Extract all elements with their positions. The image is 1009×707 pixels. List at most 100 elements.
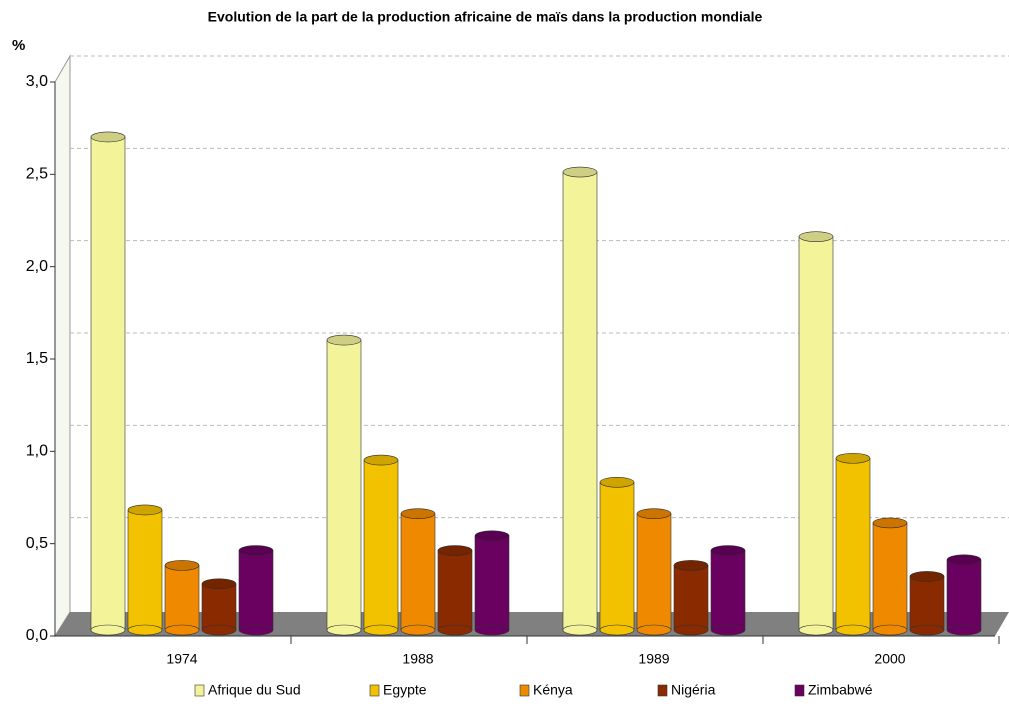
x-tick-label: 1988 — [402, 651, 433, 667]
bar — [437, 545, 473, 636]
y-tick-label: 1,0 — [26, 443, 48, 460]
legend-label: Afrique du Sud — [208, 682, 301, 698]
bar — [400, 508, 436, 636]
bar-base — [872, 624, 908, 636]
bar-body — [326, 339, 362, 631]
bar-base — [127, 624, 163, 636]
bar-top — [562, 166, 598, 178]
bar — [946, 554, 982, 636]
y-tick-label: 2,0 — [26, 258, 48, 275]
bar-body — [673, 565, 709, 631]
bar-top — [127, 504, 163, 516]
bar-body — [710, 550, 746, 631]
legend-swatch — [519, 684, 530, 697]
bar-body — [474, 535, 510, 631]
legend-swatch — [369, 684, 380, 697]
legend-swatch — [657, 684, 668, 697]
bar — [474, 530, 510, 636]
bar-top — [798, 231, 834, 242]
bar-base — [400, 624, 436, 636]
x-tick-label: 1974 — [166, 651, 197, 667]
legend-label: Zimbabwé — [808, 682, 873, 698]
bar-body — [127, 509, 163, 631]
floor — [55, 612, 1009, 636]
x-tick-label: 1989 — [638, 651, 669, 667]
bar-base — [599, 624, 635, 636]
bar — [835, 452, 871, 636]
legend-label: Egypte — [383, 682, 427, 698]
bar-top — [90, 131, 126, 143]
bar — [636, 508, 672, 636]
y-tick-label: 1,5 — [26, 350, 48, 367]
bar-top — [909, 571, 945, 582]
bar — [90, 131, 126, 636]
bar — [909, 571, 945, 636]
bar-top — [201, 578, 237, 590]
bar-top — [474, 530, 510, 542]
bar-body — [872, 522, 908, 631]
x-tick-label: 2000 — [874, 651, 905, 667]
bar-base — [562, 624, 598, 636]
bar-top — [326, 334, 362, 346]
bar-base — [946, 624, 982, 636]
bar-base — [798, 624, 834, 636]
bar-top — [673, 560, 709, 571]
bar-body — [798, 236, 834, 631]
bar-top — [599, 476, 635, 488]
y-tick-label: 0,5 — [26, 535, 48, 552]
legend-swatch — [794, 684, 805, 697]
bar — [798, 231, 834, 636]
bar-body — [599, 481, 635, 631]
bar-body — [437, 550, 473, 631]
bar-top — [636, 508, 672, 519]
bar-base — [636, 624, 672, 636]
legend-swatch — [194, 684, 205, 697]
bar-body — [164, 565, 200, 631]
bar — [326, 334, 362, 636]
bar-base — [326, 624, 362, 636]
legend-label: Nigéria — [671, 682, 716, 698]
y-tick-label: 2,5 — [26, 166, 48, 183]
bar — [363, 454, 399, 636]
bar-body — [835, 457, 871, 631]
bar — [127, 504, 163, 636]
bar-body — [636, 513, 672, 631]
bar-base — [164, 624, 200, 636]
bar-top — [238, 545, 274, 556]
bar — [562, 166, 598, 636]
bar-top — [872, 517, 908, 529]
y-tick-label: 0,0 — [26, 627, 48, 644]
bar-base — [673, 624, 709, 636]
bar-top — [400, 508, 436, 519]
bar-top — [437, 545, 473, 556]
bar — [673, 560, 709, 636]
bar-body — [238, 550, 274, 631]
bar-base — [710, 624, 746, 636]
chart-title: Evolution de la part de la production af… — [208, 9, 763, 25]
y-axis-label: % — [12, 37, 25, 54]
bar — [201, 578, 237, 636]
bar-top — [835, 452, 871, 464]
bar-base — [201, 624, 237, 636]
bar-top — [946, 554, 982, 566]
bar-body — [201, 583, 237, 631]
bar-top — [710, 545, 746, 556]
bar-base — [363, 624, 399, 636]
bar-base — [474, 624, 510, 636]
bar — [238, 545, 274, 636]
bar-top — [164, 560, 200, 571]
bar — [710, 545, 746, 636]
bar-base — [909, 624, 945, 636]
bar-body — [562, 171, 598, 631]
side-wall — [54, 54, 71, 638]
bar-base — [90, 624, 126, 636]
bar — [164, 560, 200, 636]
bar-base — [238, 624, 274, 636]
bar-body — [363, 459, 399, 631]
bar-base — [437, 624, 473, 636]
y-tick-label: 3,0 — [26, 73, 48, 90]
bar-base — [835, 624, 871, 636]
bar-top — [363, 454, 399, 466]
bar — [599, 476, 635, 636]
